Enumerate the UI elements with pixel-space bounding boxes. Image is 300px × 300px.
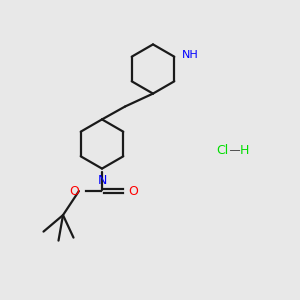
Text: —: — (226, 145, 244, 155)
Text: N: N (97, 174, 107, 187)
Text: NH: NH (182, 50, 199, 60)
Text: Cl: Cl (216, 143, 228, 157)
Text: H: H (240, 143, 249, 157)
Text: O: O (128, 184, 138, 198)
Text: O: O (69, 184, 79, 198)
